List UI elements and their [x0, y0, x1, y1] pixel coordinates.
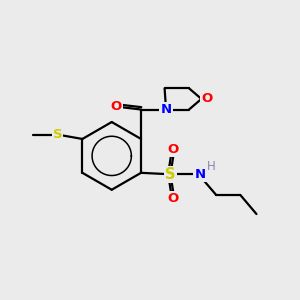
- Text: H: H: [206, 160, 215, 172]
- Text: O: O: [110, 100, 122, 113]
- Text: O: O: [168, 192, 179, 205]
- Text: O: O: [201, 92, 212, 105]
- Text: S: S: [52, 128, 62, 141]
- Text: S: S: [165, 167, 176, 182]
- Text: N: N: [160, 103, 172, 116]
- Text: N: N: [194, 168, 206, 181]
- Text: O: O: [168, 143, 179, 156]
